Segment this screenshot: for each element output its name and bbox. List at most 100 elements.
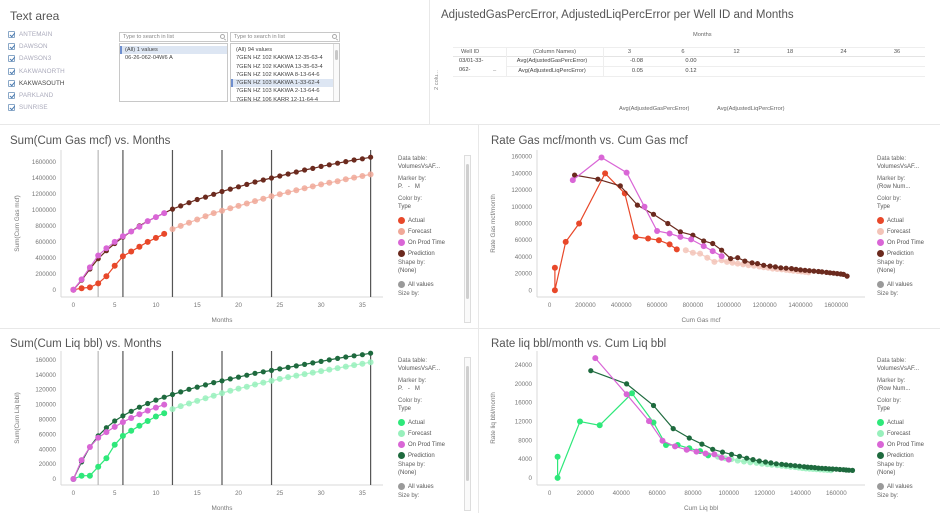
column-header[interactable]: (Column Names) (533, 49, 576, 55)
list-item[interactable]: (All) 1 values (120, 46, 227, 55)
data-point-actual (602, 170, 609, 177)
legend-item[interactable]: Actual (877, 215, 924, 226)
checkbox-checked-icon[interactable] (8, 42, 15, 50)
data-point-prediction (103, 425, 109, 431)
legend-item[interactable]: On Prod Time (398, 439, 445, 450)
legend-item[interactable]: Actual (398, 417, 445, 428)
shape-by-value[interactable]: (None) (398, 268, 417, 274)
list2-search-input[interactable]: Type to search in list (230, 32, 340, 42)
marker-by-value[interactable]: (Row Num... (877, 386, 911, 392)
data-point-forecast (194, 216, 201, 223)
legend-item[interactable]: Prediction (398, 450, 445, 461)
column-header[interactable]: 36 (893, 49, 901, 55)
marker-by-value[interactable]: (Row Num... (877, 184, 911, 190)
gas-cum-legend-scrollbar[interactable] (464, 155, 471, 323)
data-point-prediction (686, 435, 692, 441)
data-table-value[interactable]: VolumesVsAF... (877, 366, 920, 372)
shape-by-value[interactable]: (None) (877, 268, 896, 274)
list2-box[interactable]: (All) 94 values 7GEN HZ 102 KAKWA 12-35-6… (230, 43, 340, 103)
list2-scrollbar[interactable] (333, 44, 339, 101)
field-checkbox-item[interactable]: DAWSON (8, 40, 65, 52)
data-point-on-prod-time (70, 286, 77, 293)
legend-item[interactable]: Prediction (877, 450, 924, 461)
error-table: Months 2 colu... Avg(AdjustedGasPercErro… (431, 0, 940, 122)
list1-box[interactable]: (All) 1 values 06-26-062-04W6 A (119, 43, 228, 102)
legend-item[interactable]: Actual (877, 417, 924, 428)
data-point-prediction (260, 369, 266, 375)
data-table-value[interactable]: VolumesVsAF... (398, 164, 441, 170)
list2-scrollbar-thumb[interactable] (335, 50, 338, 60)
column-header[interactable]: 12 (733, 49, 740, 55)
list-item[interactable]: 7GEN HZ 102 KAKWA 13-35-63-4 (236, 63, 323, 70)
collapse-toggle[interactable]: – (493, 68, 497, 74)
data-table-value[interactable]: VolumesVsAF... (398, 366, 441, 372)
column-header[interactable]: 3 (627, 49, 632, 55)
liq-cum-chart[interactable]: 0 20000 40000 60000 80000 100000 120000 140000 1… (0, 329, 400, 513)
column-header[interactable]: 6 (681, 49, 685, 55)
liq-cum-legend-scrollbar[interactable] (464, 357, 471, 511)
legend-item[interactable]: Forecast (398, 428, 445, 439)
all-values-item[interactable]: All values (398, 481, 445, 492)
legend-item[interactable]: Actual (398, 215, 445, 226)
legend-item[interactable]: Prediction (398, 248, 445, 259)
scrollbar-thumb[interactable] (466, 164, 469, 299)
checkbox-checked-icon[interactable] (8, 67, 15, 75)
marker-by-label: Marker by: (398, 176, 427, 182)
field-checkbox-item[interactable]: DAWSON3 (8, 53, 65, 65)
column-header[interactable]: Well ID (461, 49, 480, 55)
liq-rate-title: Rate liq bbl/month vs. Cum Liq bbl (491, 338, 667, 350)
legend-item[interactable]: On Prod Time (877, 439, 924, 450)
list-item[interactable]: 06-26-062-04W6 A (125, 55, 173, 62)
shape-by-value[interactable]: (None) (398, 470, 417, 476)
data-point-prediction (343, 354, 349, 360)
checkbox-checked-icon[interactable] (8, 104, 15, 112)
legend-item[interactable]: On Prod Time (398, 237, 445, 248)
liq-rate-chart[interactable]: 0 4000 8000 12000 16000 20000 24000 0 20000 40000… (480, 329, 880, 513)
data-point-prediction (749, 260, 755, 266)
list-item[interactable]: 7GEN HZ 103 KAKWA 2-13-64-6 (236, 88, 320, 95)
checkbox-checked-icon[interactable] (8, 79, 15, 87)
checkbox-checked-icon[interactable] (8, 92, 15, 100)
field-checkbox-item[interactable]: KAKWASOUTH (8, 77, 65, 89)
list-item[interactable]: 7GEN HZ 106 KARR 12-11-64-4 (236, 96, 319, 103)
field-checkbox-item[interactable]: PARKLAND (8, 89, 65, 101)
color-by-value[interactable]: Type (877, 204, 891, 210)
legend-item[interactable]: Forecast (877, 226, 924, 237)
scrollbar-thumb[interactable] (466, 366, 469, 481)
field-checkbox-item[interactable]: ANTEMAIN (8, 28, 65, 40)
column-header[interactable]: 24 (840, 49, 847, 55)
field-checkbox-item[interactable]: KAKWANORTH (8, 65, 65, 77)
all-values-item[interactable]: All values (877, 481, 924, 492)
all-values-item[interactable]: All values (877, 279, 924, 290)
list-item[interactable]: 7GEN HZ 102 KAKWA 8-13-64-6 (236, 71, 320, 78)
column-header[interactable]: 18 (786, 49, 794, 55)
all-values-item[interactable]: All values (398, 279, 445, 290)
gas-rate-chart[interactable]: 0 20000 40000 60000 80000 100000 120000 140000 1… (480, 125, 880, 328)
list-item[interactable]: 7GEN HZ 102 KAKWA 12-35-63-4 (236, 55, 323, 62)
checkbox-checked-icon[interactable] (8, 55, 15, 63)
side-label: 2 colu... (434, 70, 440, 90)
marker-by-value[interactable]: P. - M (398, 386, 420, 392)
field-checkbox-item[interactable]: SUNRISE (8, 102, 65, 114)
shape-by-value[interactable]: (None) (877, 470, 896, 476)
color-by-value[interactable]: Type (398, 204, 412, 210)
data-point-forecast (260, 195, 267, 202)
legend-item[interactable]: Forecast (398, 226, 445, 237)
checkbox-checked-icon[interactable] (8, 30, 15, 38)
legend-item[interactable]: Forecast (877, 428, 924, 439)
marker-by-value[interactable]: P. - M (398, 184, 420, 190)
list-item[interactable]: (All) 94 values (236, 47, 273, 53)
legend-item[interactable]: On Prod Time (877, 237, 924, 248)
list-item[interactable]: 7GEN HZ 103 KAKWA 1-33-62-4 (231, 79, 339, 88)
legend-color-dot-icon (877, 430, 884, 437)
legend-item[interactable]: Prediction (877, 248, 924, 259)
list1-search-input[interactable]: Type to search in list (119, 32, 228, 42)
gas-cum-chart[interactable]: 0 200000 400000 600000 800000 1000000 1200000 1… (0, 125, 400, 328)
color-by-value[interactable]: Type (398, 406, 412, 412)
legend-color-dot-icon (877, 228, 884, 235)
data-point-forecast (359, 173, 366, 179)
color-by-value[interactable]: Type (877, 406, 891, 412)
data-point-prediction (227, 376, 233, 382)
y-tick-label: 20000 (39, 461, 57, 468)
data-table-value[interactable]: VolumesVsAF... (877, 164, 920, 170)
